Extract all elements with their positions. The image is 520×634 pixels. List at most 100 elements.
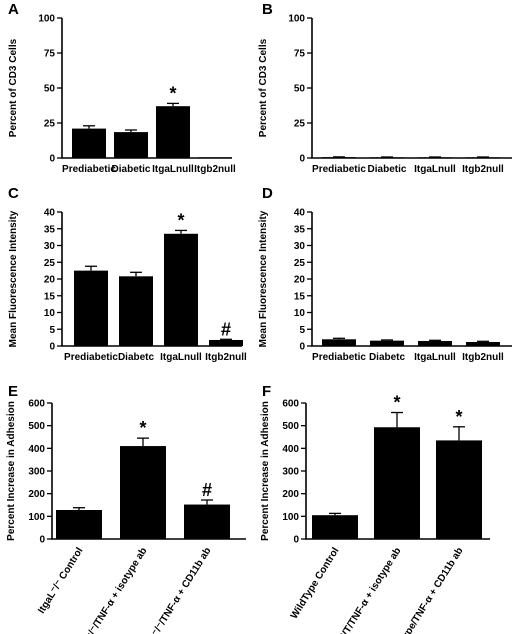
panel-c-category-label: Itgb2null bbox=[205, 352, 247, 363]
panel-c-y-tick-label: 25 bbox=[44, 258, 56, 269]
panel-c-bar bbox=[74, 270, 108, 346]
panel-d-bar bbox=[370, 340, 404, 346]
panel-d-y-tick-label: 40 bbox=[294, 208, 306, 219]
panel-b-letter: B bbox=[262, 1, 273, 18]
panel-b-y-tick-label: 75 bbox=[294, 49, 306, 60]
panel-b-category-label: Itgb2null bbox=[462, 164, 504, 175]
panel-c-letter: C bbox=[8, 185, 19, 202]
panel-d-y-tick-label: 10 bbox=[294, 308, 306, 319]
panel-f-significance-mark: * bbox=[455, 407, 462, 427]
panel-a-bar bbox=[114, 132, 148, 158]
panel-e-y-tick-label: 600 bbox=[28, 399, 45, 410]
panel-c: C 0 5 10 15 20 25 30 35 40 Mean Fluorescence Inten… bbox=[8, 185, 247, 363]
panel-d: D 0 5 10 15 20 25 30 35 40 Mean Fluorescence Inten… bbox=[258, 185, 512, 363]
panel-c-y-tick-label: 5 bbox=[49, 325, 55, 336]
panel-d-category-label: Diabetc bbox=[369, 352, 406, 363]
panel-a-category-label: Itgb2null bbox=[194, 164, 236, 175]
panel-b-y-tick-label: 100 bbox=[288, 14, 305, 25]
panel-e-y-tick-label: 200 bbox=[28, 489, 45, 500]
panel-a-y-tick-label: 25 bbox=[44, 119, 56, 130]
panel-a-bar bbox=[198, 157, 232, 159]
panel-f-letter: F bbox=[262, 383, 271, 400]
panel-e-category-label: ItgaL⁻/⁻/TNF-α + CD11b ab bbox=[138, 546, 214, 634]
panel-c-y-tick-label: 20 bbox=[44, 275, 56, 286]
panel-e-y-tick-label: 400 bbox=[28, 444, 45, 455]
panel-b-bar bbox=[418, 157, 452, 159]
panel-e-y-tick-label: 500 bbox=[28, 421, 45, 432]
panel-f-y-tick-label: 0 bbox=[293, 535, 299, 546]
panel-d-category-label: Itgb2null bbox=[462, 352, 504, 363]
panel-c-bar bbox=[209, 339, 243, 346]
panel-e-bar bbox=[120, 446, 166, 539]
panel-c-bar bbox=[164, 233, 198, 346]
panel-e-y-tick-label: 0 bbox=[39, 535, 45, 546]
panel-b-bar bbox=[322, 157, 356, 159]
panel-e-category-label: ItgaL⁻/⁻ Control bbox=[36, 546, 85, 616]
panel-f-category-label: WildType Control bbox=[289, 546, 342, 622]
panel-f-y-tick-label: 500 bbox=[282, 421, 299, 432]
panel-b-category-label: Diabetic bbox=[368, 164, 407, 175]
panel-c-category-label: Diabetc bbox=[118, 352, 155, 363]
panel-d-y-axis-label: Mean Fluorescence Intensity bbox=[258, 210, 269, 347]
panel-d-y-tick-label: 15 bbox=[294, 291, 306, 302]
panel-a-y-tick-label: 50 bbox=[44, 84, 56, 95]
panel-c-category-label: Prediabetic bbox=[64, 352, 118, 363]
panel-a-y-tick-label: 100 bbox=[38, 14, 55, 25]
panel-d-bar bbox=[322, 339, 356, 346]
panel-d-bar bbox=[418, 340, 452, 346]
panel-e: E 0 100 200 300 400 500 600 Percent Increase in … bbox=[6, 383, 246, 634]
panel-a-category-label: Diabetic bbox=[112, 164, 151, 175]
panel-c-y-tick-label: 15 bbox=[44, 291, 56, 302]
panel-e-y-tick-label: 100 bbox=[28, 512, 45, 523]
panel-e-y-tick-label: 300 bbox=[28, 467, 45, 478]
panel-a-y-axis-label: Percent of CD3 Cells bbox=[8, 38, 19, 137]
panel-b-y-tick-label: 25 bbox=[294, 119, 306, 130]
panel-e-bar bbox=[184, 504, 230, 539]
panel-d-category-label: Prediabetic bbox=[312, 352, 366, 363]
panel-d-y-tick-label: 25 bbox=[294, 258, 306, 269]
panel-b-category-label: Prediabetic bbox=[312, 164, 366, 175]
panel-f-y-tick-label: 100 bbox=[282, 512, 299, 523]
panel-c-significance-mark: # bbox=[221, 319, 231, 339]
panel-d-bar bbox=[466, 341, 500, 346]
panel-b-y-tick-label: 50 bbox=[294, 84, 306, 95]
panel-a-letter: A bbox=[8, 1, 19, 18]
panel-c-significance-mark: * bbox=[177, 210, 184, 230]
panel-c-category-label: ItgaLnull bbox=[160, 352, 202, 363]
panel-d-category-label: ItgaLnull bbox=[414, 352, 456, 363]
panel-e-category-label: ItgaL⁻/⁻/TNF-α + isotype ab bbox=[71, 546, 149, 634]
panel-c-y-tick-label: 0 bbox=[49, 342, 55, 353]
panel-b: B 0 25 50 75 100 Percent of CD3 Cells Prediabet… bbox=[258, 1, 512, 175]
panel-e-significance-mark: * bbox=[139, 418, 146, 438]
panel-e-letter: E bbox=[8, 383, 18, 400]
panel-f-category-label: WT/TNF-α + isotype ab bbox=[337, 546, 404, 634]
panel-c-y-axis-label: Mean Fluorescence Intensity bbox=[8, 210, 19, 347]
panel-a-y-tick-label: 0 bbox=[49, 154, 55, 165]
panel-a-significance-mark: * bbox=[169, 83, 176, 103]
panel-c-y-tick-label: 10 bbox=[44, 308, 56, 319]
panel-f: F 0 100 200 300 400 500 600 Percent Increase in … bbox=[260, 383, 490, 634]
panel-c-bar bbox=[119, 276, 153, 346]
panel-a-category-label: ItgaLnull bbox=[152, 164, 194, 175]
panel-c-y-tick-label: 40 bbox=[44, 208, 56, 219]
panel-a-bar bbox=[72, 128, 106, 158]
panel-d-y-tick-label: 5 bbox=[299, 325, 305, 336]
panel-f-y-tick-label: 300 bbox=[282, 467, 299, 478]
panel-d-letter: D bbox=[262, 185, 273, 202]
panel-d-y-tick-label: 30 bbox=[294, 241, 306, 252]
panel-f-bar bbox=[312, 515, 358, 539]
panel-f-y-tick-label: 200 bbox=[282, 489, 299, 500]
panel-f-y-tick-label: 600 bbox=[282, 399, 299, 410]
panel-e-significance-mark: # bbox=[202, 480, 212, 500]
panel-f-y-axis-label: Percent Increase in Adhesion bbox=[260, 401, 271, 541]
panel-f-y-tick-label: 400 bbox=[282, 444, 299, 455]
panel-d-y-tick-label: 35 bbox=[294, 224, 306, 235]
panel-e-y-axis-label: Percent Increase in Adhesion bbox=[6, 401, 17, 541]
panel-c-y-tick-label: 35 bbox=[44, 224, 56, 235]
panel-d-y-tick-label: 20 bbox=[294, 275, 306, 286]
panel-f-bar bbox=[374, 427, 420, 539]
panel-a-y-tick-label: 75 bbox=[44, 49, 56, 60]
panel-f-significance-mark: * bbox=[393, 393, 400, 413]
panel-f-bar bbox=[436, 440, 482, 539]
